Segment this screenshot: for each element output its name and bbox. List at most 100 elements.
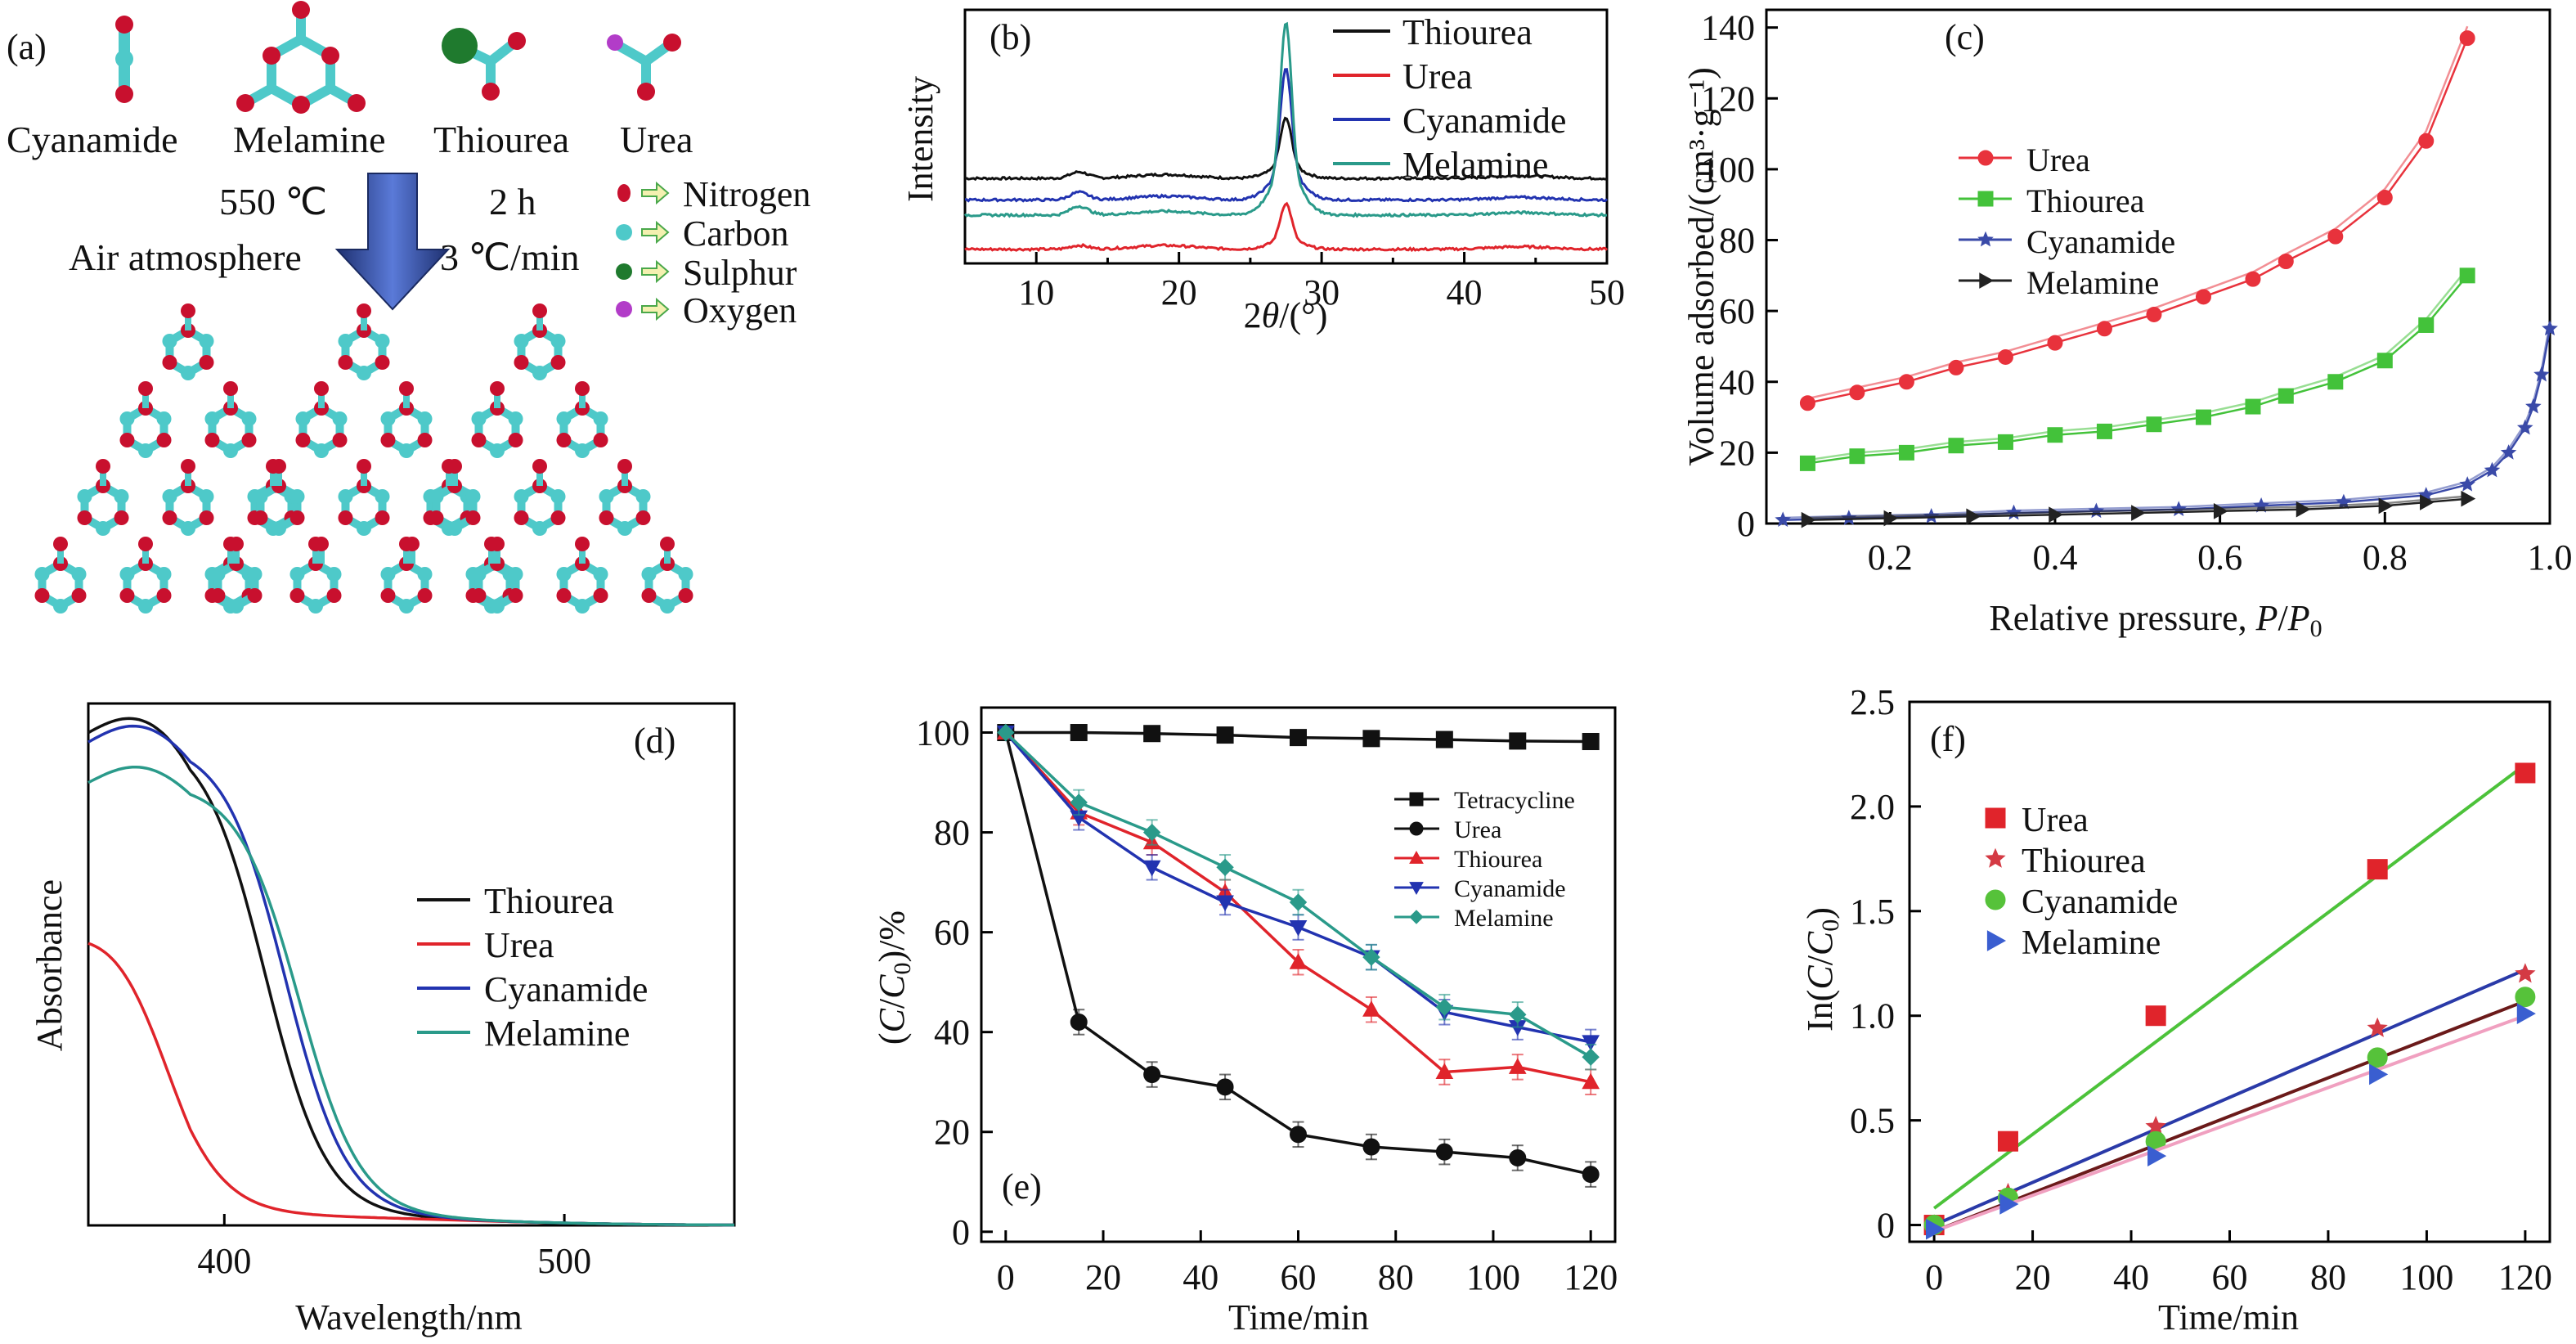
sulphur-dot-icon [616,263,632,280]
y-tick-label: 60 [1719,291,1755,331]
process-arrow-icon [334,173,451,311]
legend-oxygen-label: Oxygen [683,290,797,330]
condition-atmosphere: Air atmosphere [69,236,302,278]
data-point [1216,726,1234,744]
tri-s-triazine-unit [471,556,523,614]
isotherm-point [2195,409,2211,425]
data-point [1070,724,1088,742]
data-point [1435,998,1454,1016]
legend-label-melamine: Melamine [2022,924,2161,962]
data-point [1435,1143,1453,1161]
data-point [1582,1035,1600,1051]
x-tick-label: 1.0 [2528,537,2573,578]
legend-marker [1977,231,1994,247]
data-point [1509,1005,1527,1024]
legend-marker [1979,272,1995,289]
isotherm-branch [1807,275,2469,465]
data-point [1142,823,1161,842]
isotherm-point [2327,228,2344,245]
carbon-dot-icon [616,224,632,240]
x-tick-label: 400 [197,1241,251,1281]
isotherm-point [1966,508,1981,525]
fit-line [1933,1014,2526,1234]
x-tick-label: 0.4 [2032,537,2077,578]
isotherm-point [2516,419,2533,435]
arrow-right-icon [641,297,670,321]
tri-s-triazine-unit [162,479,214,536]
melamine-molecule-icon [236,1,366,114]
data-point [2516,1003,2536,1025]
legend-label-urea: Urea [2026,142,2090,178]
legend-label-cyanamide: Cyanamide [1454,875,1566,902]
urea-molecule-icon [607,34,681,101]
legend-marker [1409,882,1424,896]
data-point [2145,1005,2166,1027]
legend-marker [1409,850,1424,864]
arrow-right-icon [641,259,670,284]
isotherm-point [2096,321,2112,337]
data-point [1582,1048,1600,1066]
tri-s-triazine-unit [289,556,342,614]
y-tick-label: 0.5 [1850,1101,1895,1141]
legend-label-thiourea: Thiourea [2022,843,2146,880]
legend-carbon-label: Carbon [683,214,789,254]
x-axis-label: Wavelength/nm [295,1297,523,1337]
data-point [1435,1063,1454,1080]
condition-time: 2 h [489,181,536,223]
y-tick-label: 0 [1877,1206,1895,1246]
tri-s-triazine-unit [641,556,693,614]
y-axis-label: In(C/C0) [1800,907,1844,1032]
y-axis-label: (C/C0)/% [872,910,916,1045]
isotherm-point [1948,359,1964,375]
y-tick-label: 60 [934,913,970,953]
legend-label-melamine: Melamine [2026,264,2159,301]
plot-frame [1765,8,2551,525]
tri-s-triazine-unit [34,556,87,614]
tri-s-triazine-unit [162,323,214,380]
isotherm-point [2213,502,2228,519]
chart-f-kinetics: 0 0.5 1.0 1.5 2.0 2.5 0 20 40 60 80 100 120 (f) Time/m… [1800,682,2552,1337]
isotherm-point [2542,320,2558,336]
xrd-series-urea [964,201,1609,253]
condition-ramp-rate: 3 ℃/min [440,236,580,278]
data-point [2367,1047,2388,1068]
legend-label-cyanamide: Cyanamide [2026,223,2175,260]
isotherm-point [1799,395,1815,411]
data-point [2367,859,2388,880]
legend-label-urea: Urea [1454,816,1501,843]
legend-label-cyanamide: Cyanamide [1402,101,1566,141]
xrd-series-melamine [963,21,1607,218]
tri-s-triazine-unit [380,556,433,614]
data-point [997,723,1015,742]
isotherm-branch [1783,322,2551,519]
isotherm-point [2047,427,2063,443]
isotherm-point [1883,510,1899,527]
y-tick-label: 20 [934,1113,970,1153]
tri-s-triazine-unit [514,323,566,380]
x-tick-label: 0.2 [1868,537,1913,578]
x-tick-label: 40 [2113,1257,2149,1297]
y-tick-label: 2.0 [1850,787,1895,827]
x-tick-label: 120 [2498,1257,2552,1297]
legend-label-melamine: Melamine [1454,905,1554,932]
data-point [1435,730,1453,748]
x-tick-label: 0 [1925,1257,1943,1297]
oxygen-dot-icon [616,301,632,317]
legend-marker [1409,792,1424,807]
y-tick-label: 1.0 [1850,996,1895,1036]
xrd-series-thiourea [964,116,1608,182]
data-point [1142,860,1161,877]
isotherm-point [1799,455,1815,471]
fit-line [1933,999,2526,1234]
y-axis-label: Intensity [900,76,940,202]
isotherm-point [2278,388,2294,404]
tri-s-triazine-unit [514,479,566,536]
data-point [1362,1000,1380,1017]
x-tick-label: 100 [2399,1257,2453,1297]
x-tick-label: 100 [1466,1257,1520,1297]
legend-label-melamine: Melamine [1402,145,1548,185]
data-point [1289,920,1308,937]
legend-label-thiourea: Thiourea [484,881,614,921]
data-point [1508,1058,1527,1074]
panel-f-label: (f) [1930,719,1966,759]
